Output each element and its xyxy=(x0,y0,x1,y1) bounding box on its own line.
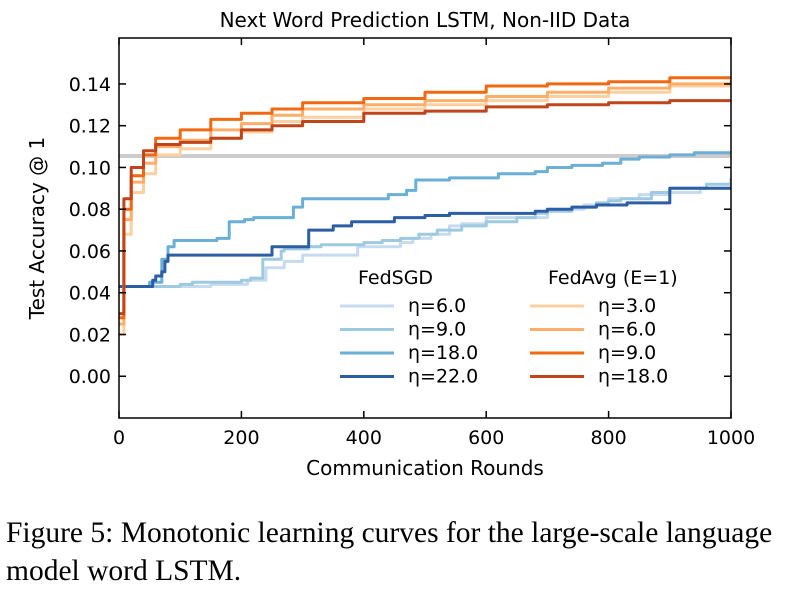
series-line-1 xyxy=(119,177,731,288)
series-line-6 xyxy=(119,76,731,320)
y-axis: 0.00 0.02 0.04 0.06 0.08 0.10 0.12 0.14 xyxy=(69,74,731,388)
y-tick-label: 0.12 xyxy=(69,116,111,138)
x-tick-label: 800 xyxy=(590,427,626,449)
series-line-7 xyxy=(119,99,731,316)
legend-label: η=6.0 xyxy=(408,295,466,317)
y-axis-label: Test Accuracy @ 1 xyxy=(25,137,49,321)
legend-label: η=18.0 xyxy=(598,366,668,388)
chart-title: Next Word Prediction LSTM, Non-IID Data xyxy=(220,8,631,32)
x-axis-label: Communication Rounds xyxy=(306,456,544,480)
legend-label: η=6.0 xyxy=(598,319,656,341)
plot-frame xyxy=(118,37,732,419)
y-tick-label: 0.06 xyxy=(69,241,111,263)
x-tick-label: 600 xyxy=(468,427,504,449)
x-tick-label: 1000 xyxy=(707,427,755,449)
legend-label: η=9.0 xyxy=(408,319,466,341)
chart: Next Word Prediction LSTM, Non-IID Data … xyxy=(25,8,755,480)
caption-label: Figure 5: xyxy=(6,517,114,549)
legend-group-title: FedAvg (E=1) xyxy=(548,267,678,289)
legend-label: η=3.0 xyxy=(598,295,656,317)
x-tick-label: 400 xyxy=(346,427,382,449)
y-tick-label: 0.02 xyxy=(69,324,111,346)
y-tick-label: 0.08 xyxy=(69,199,111,221)
figure-caption: Figure 5: Monotonic learning curves for … xyxy=(6,514,784,590)
x-axis: 0 200 400 600 800 1000 xyxy=(113,38,755,449)
x-tick-label: 0 xyxy=(113,427,125,449)
y-tick-label: 0.14 xyxy=(69,74,111,96)
y-tick-label: 0.04 xyxy=(69,283,111,305)
y-tick-label: 0.10 xyxy=(69,157,111,179)
x-tick-label: 200 xyxy=(223,427,259,449)
legend-label: η=22.0 xyxy=(408,366,478,388)
legend-label: η=9.0 xyxy=(598,342,656,364)
caption-text: Monotonic learning curves for the large-… xyxy=(6,517,773,587)
legend-group-title: FedSGD xyxy=(358,267,433,289)
series-line-3 xyxy=(119,186,731,288)
legend-label: η=18.0 xyxy=(408,342,478,364)
series-line-2 xyxy=(119,151,731,288)
y-tick-label: 0.00 xyxy=(69,366,111,388)
